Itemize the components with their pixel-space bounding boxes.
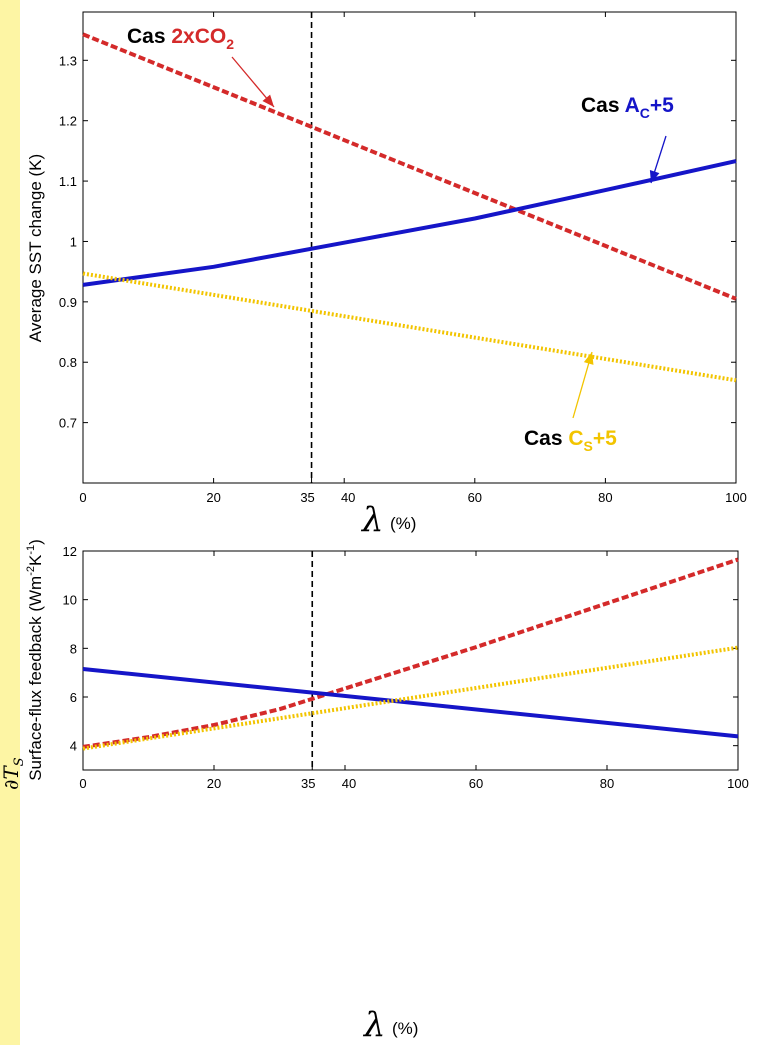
annotation-suffix: +5: [650, 94, 674, 117]
y-axis-symbol-main: ∂T: [0, 765, 23, 790]
plot-area-frame: [82, 11, 737, 484]
x-tick-label: 60: [469, 776, 483, 791]
x-tick-label: 80: [600, 776, 614, 791]
y-axis-symbol-sub: S: [12, 757, 27, 766]
x-tick-label: 60: [468, 490, 482, 505]
y-axis-label-mid: K: [26, 554, 45, 566]
annotation-subscript: 2: [226, 36, 234, 52]
annotation-label: 2xCO: [171, 25, 226, 48]
x-tick-label: 0: [79, 776, 86, 791]
y-tick-label: 10: [63, 593, 77, 608]
x-tick-label: 40: [341, 490, 355, 505]
y-tick-label: 0.7: [59, 416, 77, 431]
annotation-ac5: Cas AC+5: [581, 94, 674, 121]
y-tick-label: 1.3: [59, 53, 77, 68]
x-tick-label: 80: [598, 490, 612, 505]
annotation-subscript: C: [640, 105, 650, 121]
annotation-suffix: +5: [593, 427, 617, 450]
chart-surface-flux-feedback: 0 20 35 40 60 80 100 4 6 8 10 12 λ (%) Surface-flux fe…: [0, 539, 749, 1045]
y-axis-label-sup: -2: [25, 566, 37, 576]
annotation-prefix: Cas: [581, 94, 625, 117]
x-tick-label: 35: [300, 490, 314, 505]
y-axis-label-main: Surface-flux feedback (Wm: [26, 576, 45, 781]
x-tick-label: 20: [206, 490, 220, 505]
y-axis-label: Surface-flux feedback (Wm-2K-1): [25, 539, 45, 781]
chart-sst-change: 0 20 35 40 60 80 100 0.7 0.8 0.9 1 1.1 1.2 1.3 λ (%) Ave…: [26, 11, 747, 540]
x-tick-label: 40: [342, 776, 356, 791]
x-axis-unit: (%): [390, 514, 416, 533]
x-axis-unit: (%): [392, 1019, 418, 1038]
annotation-cs5: Cas CS+5: [524, 427, 617, 454]
y-tick-label: 0.9: [59, 295, 77, 310]
y-tick-label: 1.1: [59, 174, 77, 189]
y-tick-label: 1.2: [59, 114, 77, 129]
series-line-ac: [82, 667, 739, 739]
y-tick-label: 12: [63, 544, 77, 559]
arrow-ac5-head: [649, 170, 660, 183]
x-tick-label: 100: [727, 776, 749, 791]
y-axis-label-sup: -1: [25, 545, 37, 555]
y-tick-label: 6: [70, 690, 77, 705]
y-tick-label: 8: [70, 641, 77, 656]
arrow-cs5-head: [583, 352, 594, 365]
x-axis-symbol: λ: [360, 500, 384, 540]
y-tick-label: 4: [70, 739, 77, 754]
arrow-2xco2-head: [262, 94, 274, 107]
x-tick-label: 100: [725, 490, 747, 505]
y-axis-symbol: ∂TS: [0, 757, 27, 790]
series-line-cs: [82, 645, 739, 751]
annotation-subscript: S: [584, 438, 593, 454]
y-tick-label: 0.8: [59, 355, 77, 370]
y-tick-label: 1: [70, 234, 77, 249]
annotation-label: A: [625, 94, 640, 117]
series-line-co2: [82, 557, 739, 749]
series-line-co2: [82, 32, 737, 301]
annotation-2xco2: Cas 2xCO2: [127, 25, 234, 52]
y-axis-label: Average SST change (K): [26, 154, 45, 342]
y-axis-label-end: ): [26, 539, 45, 545]
annotation-prefix: Cas: [524, 427, 568, 450]
x-tick-label: 35: [301, 776, 315, 791]
series-line-ac: [82, 159, 737, 287]
left-color-strip: [0, 0, 20, 1045]
x-tick-label: 0: [79, 490, 86, 505]
x-tick-label: 20: [207, 776, 221, 791]
annotation-prefix: Cas: [127, 25, 171, 48]
x-axis-symbol: λ: [362, 1005, 386, 1045]
plot-area-frame: [82, 550, 739, 771]
annotation-label: C: [568, 427, 583, 450]
